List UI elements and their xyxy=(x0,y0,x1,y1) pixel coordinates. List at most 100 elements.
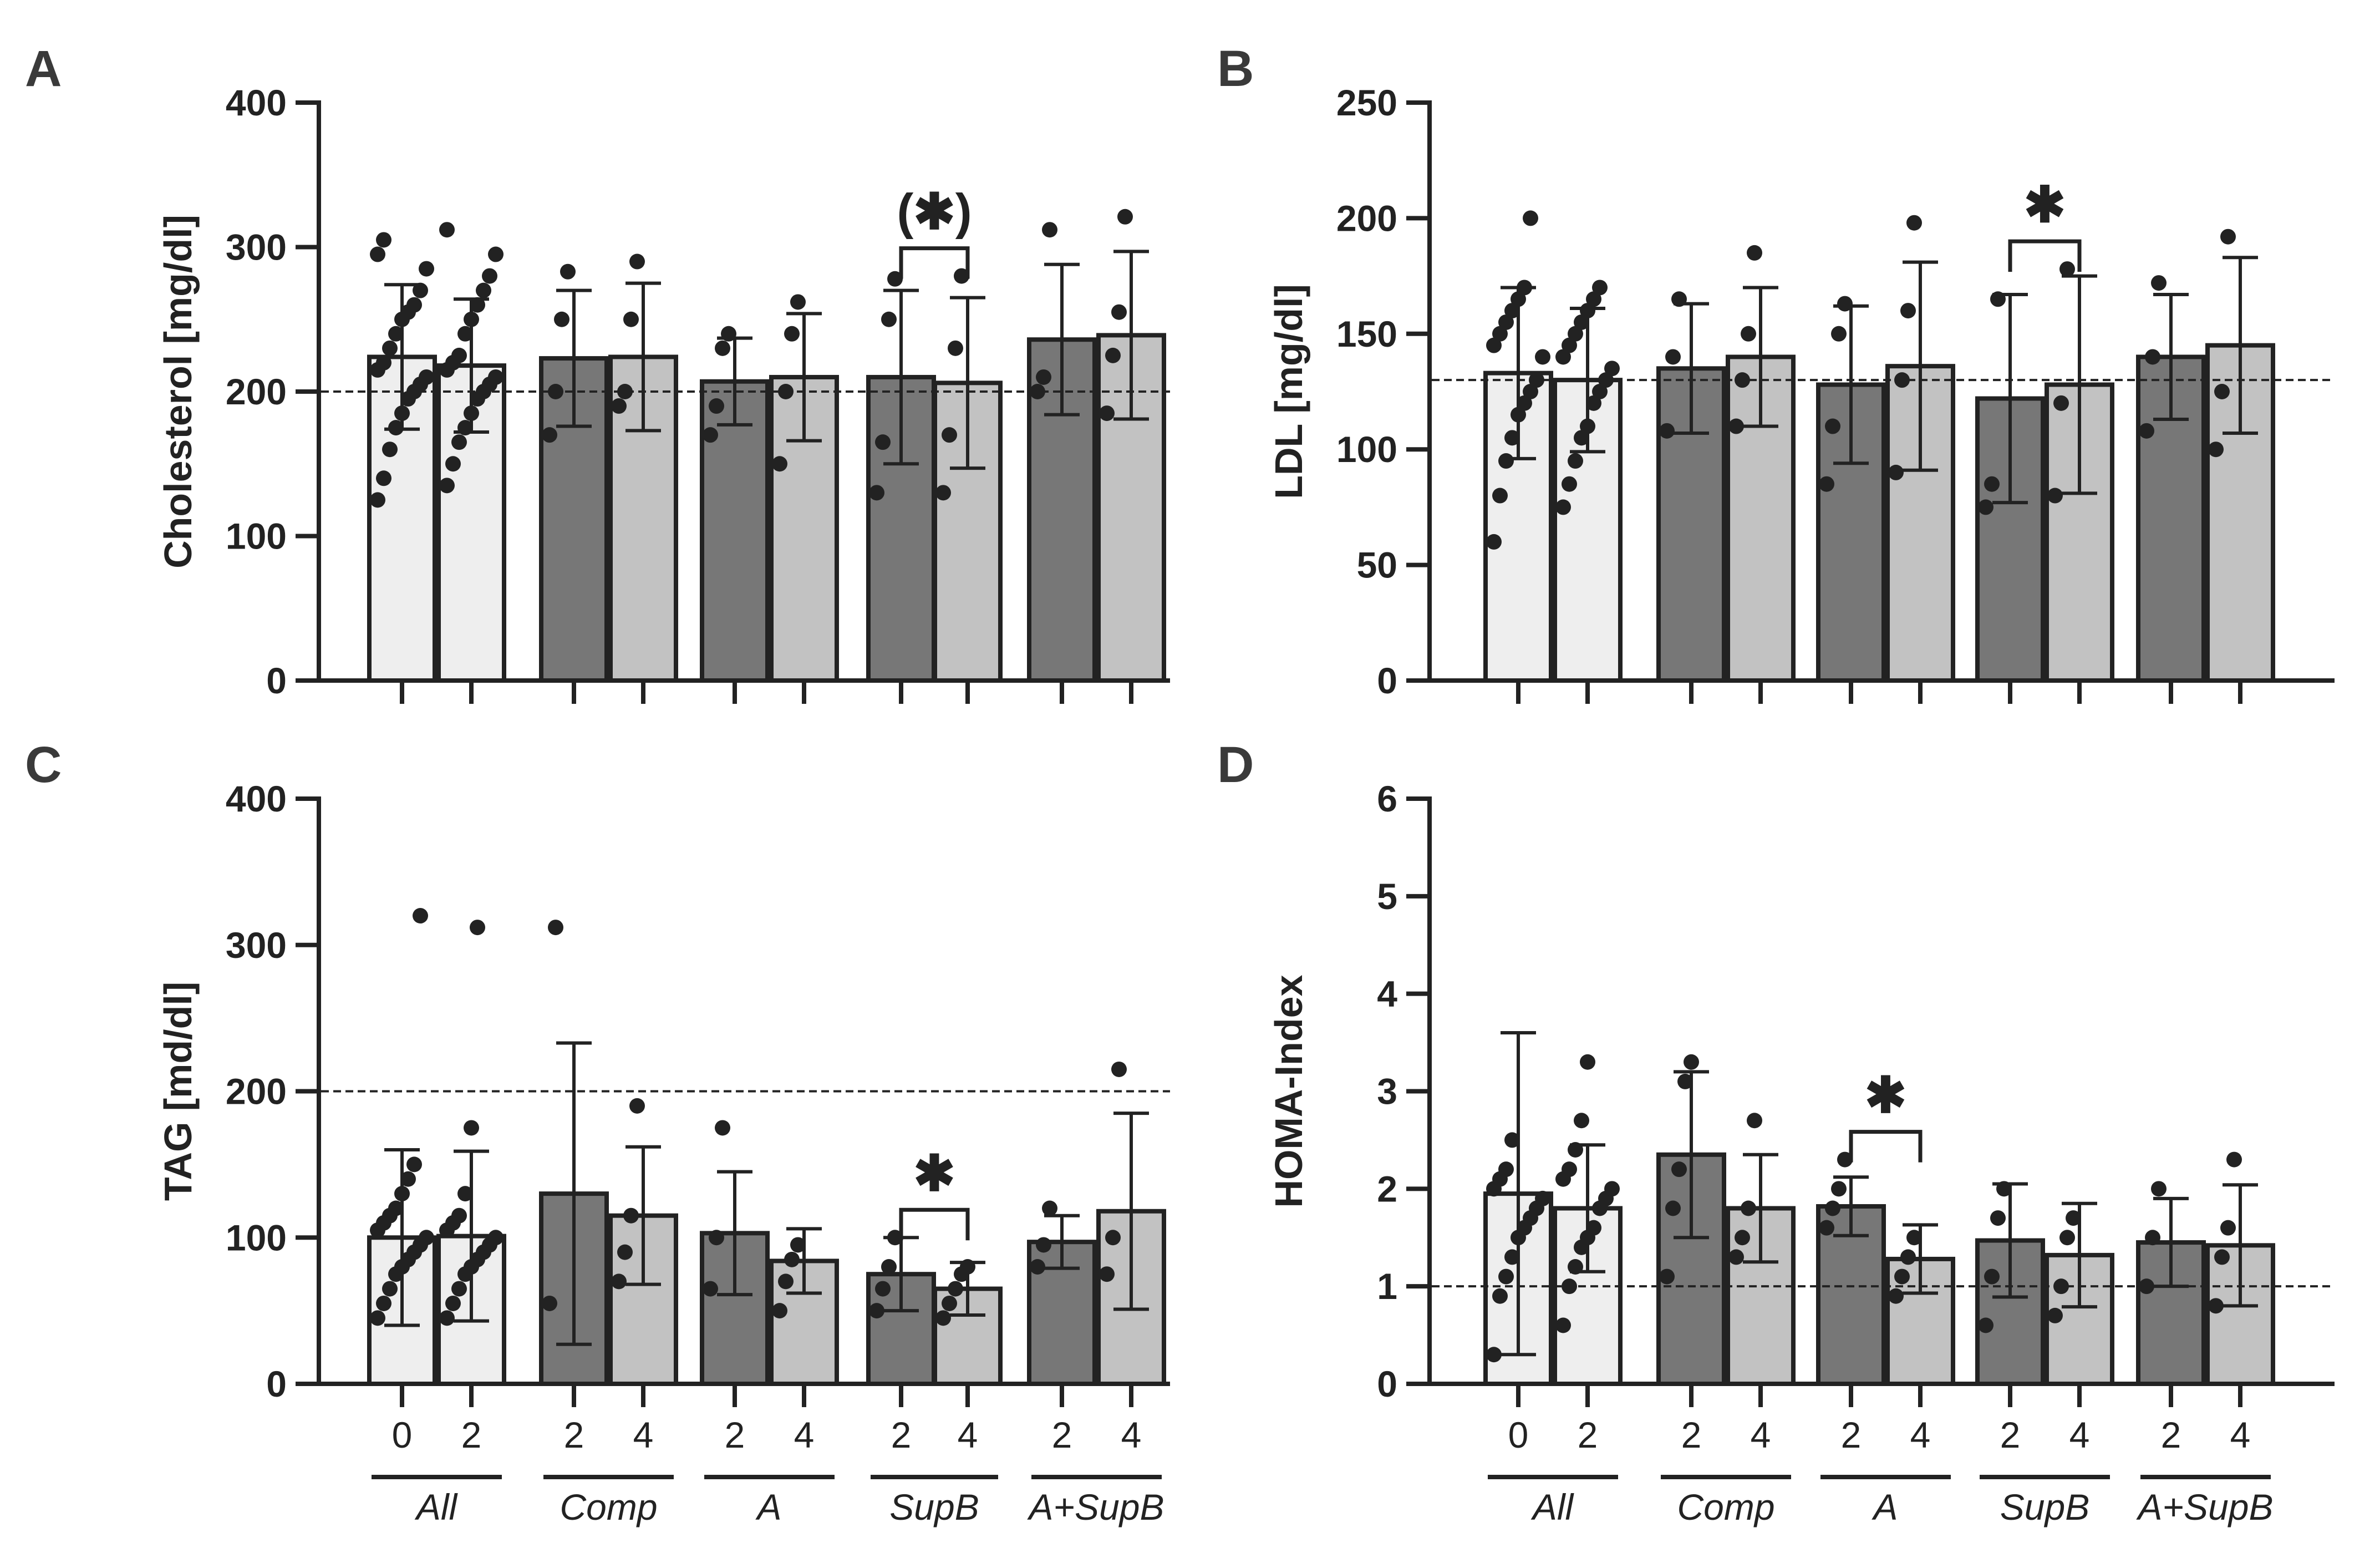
data-point xyxy=(1580,1054,1595,1070)
bar-group xyxy=(933,268,1003,683)
data-point xyxy=(1535,1190,1550,1206)
data-point xyxy=(721,326,736,342)
significance-bracket xyxy=(899,1207,970,1241)
data-point xyxy=(451,1281,467,1297)
y-tick-label: 3 xyxy=(1377,1071,1397,1112)
data-point xyxy=(772,1303,787,1319)
y-tick-label: 400 xyxy=(226,778,287,819)
bar-group xyxy=(1975,291,2045,683)
data-point xyxy=(554,311,569,327)
x-tick-label: 4 xyxy=(1121,1414,1142,1455)
bar-group xyxy=(1816,1151,1886,1387)
data-point xyxy=(881,311,897,327)
data-point xyxy=(1555,499,1571,515)
data-point xyxy=(1906,215,1922,231)
panel-c: C TAG [md/dl] 0 100 200 300 400 0 2 2 4 2 4 2 4 2 4 All Co… xyxy=(25,737,1170,1527)
bar-group xyxy=(608,253,678,683)
data-point xyxy=(1659,1268,1675,1285)
data-point xyxy=(1117,209,1133,225)
data-point xyxy=(451,1207,467,1224)
data-point xyxy=(439,222,455,238)
data-point xyxy=(370,1310,385,1326)
data-point xyxy=(1105,1230,1121,1246)
data-point xyxy=(1665,349,1681,365)
group-label: A xyxy=(755,1486,781,1527)
significance-bracket xyxy=(899,246,970,279)
data-point xyxy=(1568,1142,1583,1158)
x-tick-label: 2 xyxy=(1841,1414,1862,1455)
data-point xyxy=(451,347,467,363)
data-point xyxy=(629,253,645,270)
data-point xyxy=(784,1251,800,1267)
data-point xyxy=(778,1273,794,1290)
data-point xyxy=(1492,488,1508,504)
bar-group xyxy=(1885,215,1955,683)
data-point xyxy=(548,920,563,936)
data-point xyxy=(960,1259,975,1275)
data-point xyxy=(1498,314,1514,330)
data-point xyxy=(476,282,491,298)
bar-group xyxy=(1096,209,1166,683)
data-point xyxy=(2151,1181,2167,1197)
data-point xyxy=(1580,303,1595,319)
data-point xyxy=(1111,1061,1127,1077)
data-point xyxy=(1036,1237,1051,1253)
x-tick-label: 4 xyxy=(1751,1414,1771,1455)
group-label: A+SupB xyxy=(1026,1486,1164,1527)
y-tick-label: 100 xyxy=(1336,429,1397,470)
x-tick-label: 2 xyxy=(2000,1414,2021,1455)
data-point xyxy=(1747,1113,1762,1129)
panel-letter: B xyxy=(1217,40,1254,97)
bar-group xyxy=(1553,1054,1623,1386)
data-point xyxy=(1586,1220,1601,1236)
x-tick-label: 2 xyxy=(1681,1414,1702,1455)
data-point xyxy=(2047,1307,2063,1323)
data-point xyxy=(623,1207,639,1224)
data-point xyxy=(1486,534,1502,550)
data-point xyxy=(617,384,633,399)
significance-bracket xyxy=(1849,1130,1923,1163)
data-point xyxy=(1492,1288,1508,1304)
bar xyxy=(539,356,609,683)
y-tick-label: 0 xyxy=(266,1363,287,1404)
bar-group xyxy=(2045,261,2114,683)
data-point xyxy=(935,1310,951,1326)
data-point xyxy=(1574,314,1589,330)
data-point xyxy=(1517,395,1532,411)
y-tick-label: 200 xyxy=(226,371,287,412)
y-tick-label: 6 xyxy=(1377,778,1397,819)
y-tick-label: 100 xyxy=(226,516,287,557)
data-point xyxy=(542,427,557,443)
data-point xyxy=(1099,405,1115,422)
data-point xyxy=(560,263,576,280)
data-point xyxy=(887,271,903,287)
group-label: All xyxy=(414,1486,459,1527)
data-point xyxy=(388,326,404,342)
data-point xyxy=(1888,464,1904,480)
data-point xyxy=(1523,384,1538,399)
data-point xyxy=(2226,1151,2242,1168)
data-point xyxy=(2151,275,2167,291)
significance-marker: ✱ xyxy=(2024,177,2066,233)
data-point xyxy=(2208,1298,2224,1314)
data-point xyxy=(703,1281,718,1297)
data-point xyxy=(382,441,398,458)
data-point xyxy=(370,246,385,262)
x-tick-label: 4 xyxy=(2069,1414,2090,1455)
data-point xyxy=(406,1156,422,1173)
bar-group xyxy=(1726,1113,1796,1386)
bar-group xyxy=(769,1227,839,1386)
data-point xyxy=(948,1281,963,1297)
data-point xyxy=(1837,296,1853,312)
data-point xyxy=(388,1200,404,1216)
bar-group xyxy=(700,326,770,683)
data-point xyxy=(1984,1268,2000,1285)
data-point xyxy=(1568,326,1583,342)
bar xyxy=(1975,396,2045,683)
data-point xyxy=(2208,441,2224,458)
data-point xyxy=(1990,1210,2006,1226)
bar-group xyxy=(1975,1181,2045,1386)
data-point xyxy=(623,311,639,327)
y-tick-label: 250 xyxy=(1336,82,1397,123)
